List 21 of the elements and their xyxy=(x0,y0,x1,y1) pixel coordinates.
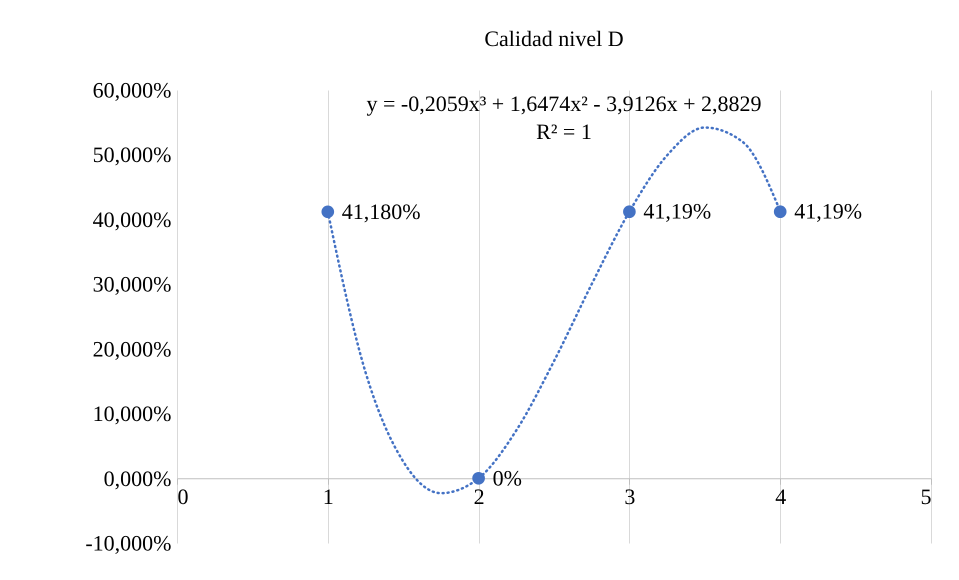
x-tick-label: 5 xyxy=(920,484,932,509)
data-label: 41,19% xyxy=(794,198,862,224)
annotation: y = -0,2059x³ + 1,6474x² - 3,9126x + 2,8829 xyxy=(366,91,762,116)
x-tick-label: 1 xyxy=(322,484,334,509)
data-label: 41,180% xyxy=(342,198,421,224)
chart-title: Calidad nivel D xyxy=(484,26,624,51)
y-tick-label: 30,000% xyxy=(92,272,172,297)
data-label: 0% xyxy=(492,465,522,490)
y-tick-label: 0,000% xyxy=(104,466,172,491)
y-tick-label: 10,000% xyxy=(92,401,172,426)
y-tick-label: 40,000% xyxy=(92,206,172,232)
annotation: R² = 1 xyxy=(536,119,592,144)
x-tick-label: 3 xyxy=(624,484,636,509)
x-tick-label: 4 xyxy=(775,484,786,509)
x-tick-label: 2 xyxy=(474,484,485,509)
x-tick-label: 0 xyxy=(178,484,188,509)
data-label: 41,19% xyxy=(643,198,712,224)
y-tick-label: 20,000% xyxy=(92,336,172,362)
y-tick-label: -10,000% xyxy=(85,530,172,556)
y-tick-label: 60,000% xyxy=(92,78,172,102)
y-tick-label: 50,000% xyxy=(92,142,172,168)
